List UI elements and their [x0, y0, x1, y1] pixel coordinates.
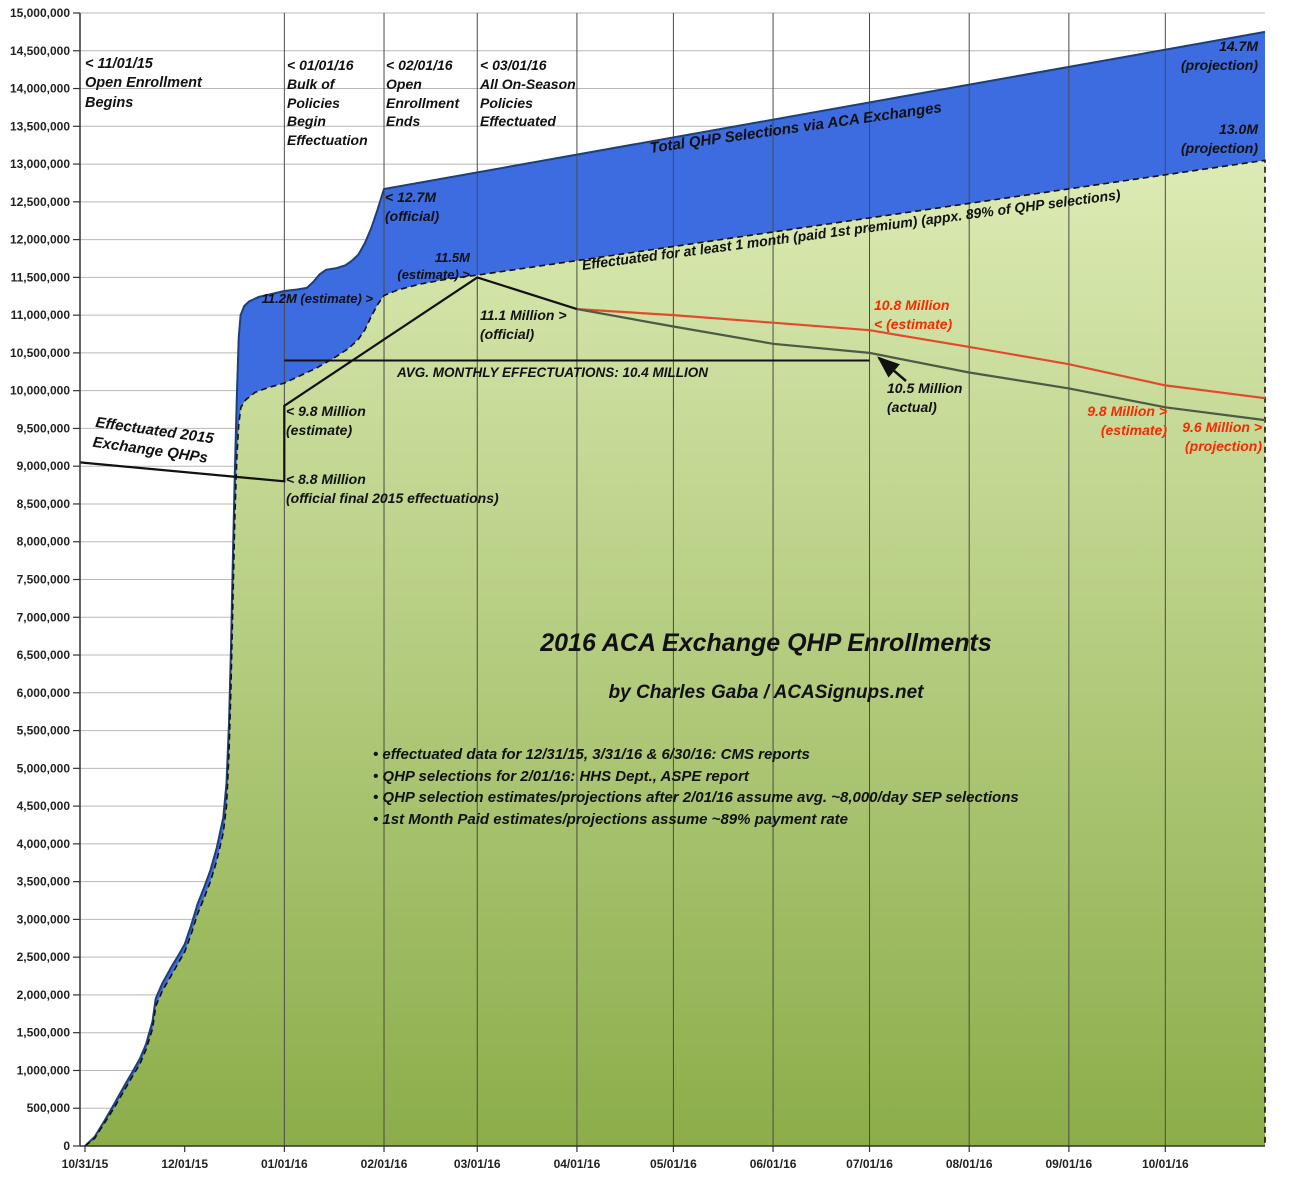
- y-tick-label: 13,500,000: [10, 119, 70, 133]
- total-qhp-edge-line: [84, 30, 1266, 1147]
- y-tick-label: 6,500,000: [17, 648, 71, 662]
- annotation-10-8m-estimate: 10.8 Million < (estimate): [874, 297, 953, 332]
- x-tick-label: 02/01/16: [361, 1157, 408, 1171]
- annotation-9-8m-estimate-right: 9.8 Million > (estimate): [1087, 403, 1167, 438]
- y-tick-label: 5,000,000: [17, 761, 71, 775]
- x-tick-label: 10/01/16: [1142, 1157, 1189, 1171]
- y-tick-label: 7,500,000: [17, 573, 71, 587]
- y-axis-ticks: 15,000,000 14,500,000 14,000,000 13,500,000…: [10, 6, 80, 1153]
- annotation-bulk-policies-effectuation: < 01/01/16 Bulk of Policies Begin Effect…: [287, 57, 368, 148]
- y-tick-label: 10,500,000: [10, 346, 70, 360]
- x-tick-label: 06/01/16: [750, 1157, 797, 1171]
- y-tick-label: 500,000: [27, 1101, 71, 1115]
- x-tick-label: 10/31/15: [62, 1157, 109, 1171]
- y-tick-label: 12,500,000: [10, 195, 70, 209]
- source-notes: • effectuated data for 12/31/15, 3/31/16…: [373, 744, 1019, 830]
- x-axis-ticks: 10/31/15 12/01/15 01/01/16 02/01/16 03/01/16…: [62, 1146, 1189, 1171]
- y-tick-label: 2,500,000: [17, 950, 71, 964]
- effectuated-dashed-boundary: [84, 159, 1266, 1147]
- annotation-open-enrollment-ends: < 02/01/16 Open Enrollment Ends: [386, 57, 460, 130]
- effectuated-actual-projection-line: [576, 308, 1266, 422]
- note-line: • QHP selection estimates/projections af…: [373, 789, 1019, 806]
- annotation-10-5m-actual: 10.5 Million (actual): [887, 380, 963, 415]
- actual-10-5m-arrow: [877, 356, 907, 382]
- y-tick-label: 6,000,000: [17, 686, 71, 700]
- y-tick-label: 1,500,000: [17, 1026, 71, 1040]
- annotation-11-1m-official: 11.1 Million > (official): [480, 307, 567, 342]
- y-tick-label: 1,000,000: [17, 1063, 71, 1077]
- y-tick-label: 0: [63, 1139, 70, 1153]
- y-tick-label: 4,000,000: [17, 837, 71, 851]
- y-tick-label: 5,500,000: [17, 724, 71, 738]
- annotation-on-season-policies-effectuated: < 03/01/16 All On-Season Policies Effect…: [480, 57, 576, 130]
- y-tick-label: 11,500,000: [11, 270, 71, 284]
- x-tick-label: 09/01/16: [1046, 1157, 1093, 1171]
- y-tick-label: 8,000,000: [17, 535, 71, 549]
- note-line: • effectuated data for 12/31/15, 3/31/16…: [373, 746, 810, 763]
- x-tick-label: 04/01/16: [554, 1157, 601, 1171]
- y-tick-label: 7,000,000: [17, 610, 71, 624]
- y-tick-label: 14,500,000: [10, 44, 70, 58]
- note-line: • 1st Month Paid estimates/projections a…: [373, 810, 848, 828]
- y-tick-label: 12,000,000: [10, 233, 70, 247]
- annotation-8-8m-official-2015: < 8.8 Million (official final 2015 effec…: [286, 471, 499, 506]
- annotation-11-5m-estimate: 11.5M (estimate) >: [397, 250, 470, 283]
- y-tick-label: 15,000,000: [10, 6, 70, 20]
- note-line: • QHP selections for 2/01/16: HHS Dept.,…: [373, 767, 749, 785]
- y-tick-label: 11,000,000: [11, 308, 71, 322]
- y-tick-label: 9,500,000: [17, 421, 71, 435]
- vertical-gridlines: [283, 13, 1166, 1146]
- y-tick-label: 4,500,000: [17, 799, 71, 813]
- x-tick-label: 08/01/16: [946, 1157, 993, 1171]
- y-tick-label: 10,000,000: [10, 384, 70, 398]
- annotation-12-7m-official: < 12.7M (official): [385, 189, 440, 224]
- y-tick-label: 13,000,000: [10, 157, 70, 171]
- annotation-open-enrollment-begins: < 11/01/15 Open Enrollment Begins: [85, 56, 202, 111]
- effectuated-paid-area: [85, 160, 1265, 1147]
- x-tick-label: 07/01/16: [846, 1157, 893, 1171]
- x-tick-label: 05/01/16: [650, 1157, 697, 1171]
- y-tick-label: 8,500,000: [17, 497, 71, 511]
- effectuated-estimate-line: [576, 308, 1266, 400]
- chart-title: 2016 ACA Exchange QHP Enrollments: [540, 629, 992, 657]
- x-tick-label: 12/01/15: [161, 1157, 208, 1171]
- y-tick-label: 9,000,000: [17, 459, 71, 473]
- chart-subtitle: by Charles Gaba / ACASignups.net: [608, 682, 924, 703]
- annotation-14-7m-projection: 14.7M (projection): [1181, 38, 1258, 73]
- y-tick-label: 3,500,000: [17, 875, 71, 889]
- effectuations-2015-2016-line: [79, 276, 578, 483]
- annotation-13-0m-projection: 13.0M (projection): [1181, 121, 1258, 156]
- y-tick-label: 3,000,000: [17, 912, 71, 926]
- annotation-9-8m-estimate-left: < 9.8 Million (estimate): [286, 403, 366, 438]
- y-tick-label: 14,000,000: [10, 82, 70, 96]
- x-tick-label: 03/01/16: [454, 1157, 501, 1171]
- annotation-9-6m-projection: 9.6 Million > (projection): [1182, 419, 1262, 454]
- annotation-11-2m-estimate: 11.2M (estimate) >: [261, 291, 373, 306]
- x-tick-label: 01/01/16: [261, 1157, 308, 1171]
- y-tick-label: 2,000,000: [17, 988, 71, 1002]
- annotation-avg-monthly-effectuations: AVG. MONTHLY EFFECTUATIONS: 10.4 MILLION: [397, 365, 709, 380]
